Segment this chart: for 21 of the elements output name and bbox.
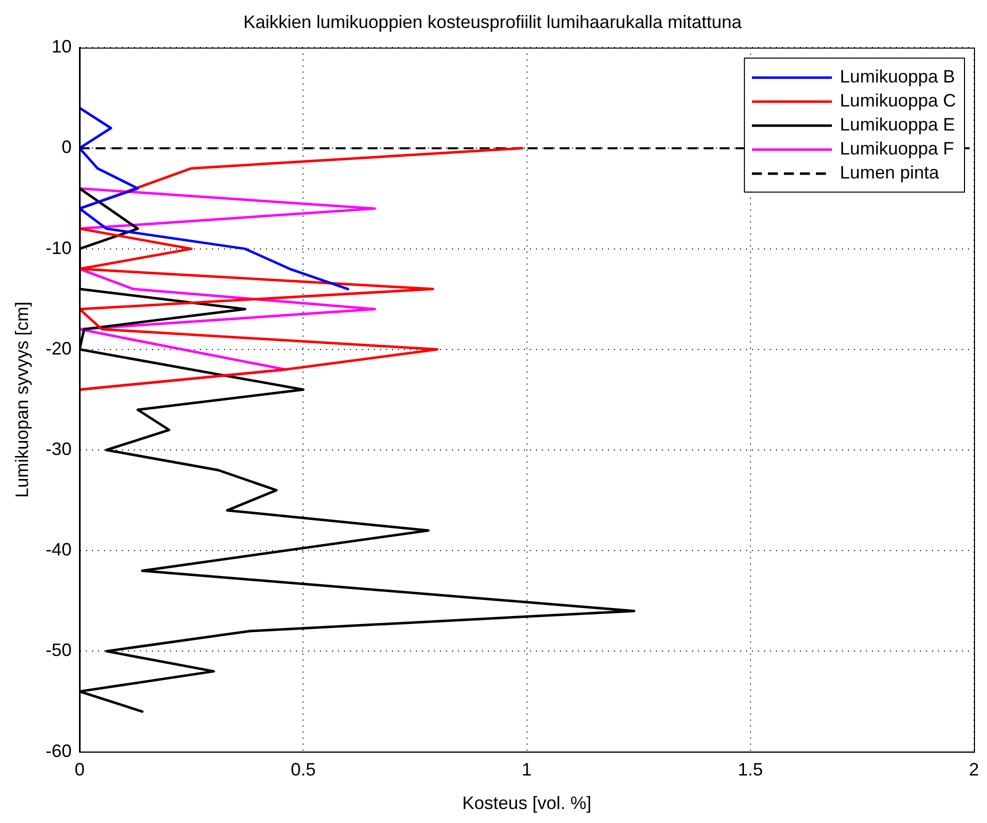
y-axis-title: Lumikuopan syvyys [cm] [12, 302, 32, 498]
x-tick-label: 1 [522, 760, 532, 780]
legend-label: Lumen pinta [840, 162, 940, 183]
legend-label: Lumikuoppa B [840, 66, 956, 87]
x-tick-label: 0.5 [290, 760, 316, 780]
y-tick-label: -50 [46, 640, 72, 660]
x-tick-label: 2 [968, 760, 979, 780]
x-tick-label: 1.5 [738, 760, 763, 780]
y-tick-label: -20 [46, 338, 72, 358]
y-tick-label: 10 [52, 36, 72, 57]
y-tick-label: 0 [62, 137, 72, 158]
chart-title: Kaikkien lumikuoppien kosteusprofiilit lumihaarukalla mitattuna [243, 12, 743, 32]
x-tick-label: 0 [74, 760, 85, 780]
y-tick-label: -60 [46, 740, 72, 761]
legend-label: Lumikuoppa C [840, 90, 956, 111]
legend-label: Lumikuoppa F [840, 138, 954, 159]
y-tick-label: -30 [46, 438, 72, 459]
x-axis-title: Kosteus [vol. %] [462, 793, 592, 814]
legend-label: Lumikuoppa E [840, 114, 956, 135]
y-tick-label: -40 [46, 540, 72, 560]
y-tick-label: -10 [46, 238, 72, 258]
